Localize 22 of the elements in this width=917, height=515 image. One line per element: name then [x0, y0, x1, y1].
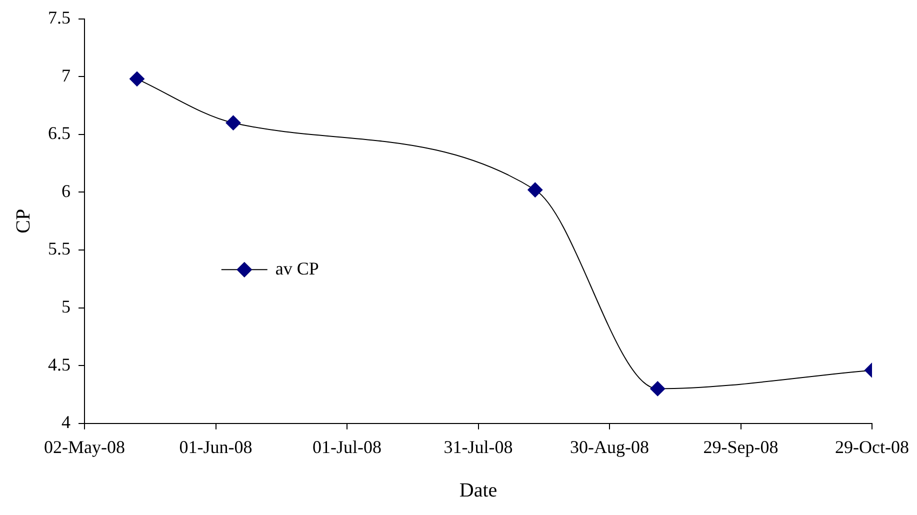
point [528, 182, 543, 198]
y-axis-title: CP [12, 208, 34, 234]
y-tick-label: 7.5 [48, 8, 70, 28]
y-tick-label: 6 [62, 180, 70, 201]
y-tick-label: 5 [62, 296, 70, 317]
y-tick-label: 6.5 [48, 123, 70, 144]
y-tick-label: 5.5 [48, 238, 70, 259]
point [130, 71, 144, 86]
y-tick-label: 4 [62, 412, 70, 432]
x-tick-label: 01-Jun-08 [179, 436, 252, 457]
x-tick-label: 29-Sep-08 [703, 436, 778, 457]
x-tick-label: 29-Oct-08 [835, 436, 910, 457]
y-tick-label: 4.5 [48, 354, 70, 374]
x-axis-title: Date [459, 479, 498, 502]
x-tick-label: 01-Jul-08 [312, 436, 382, 457]
x-tick-label: 31-Jul-08 [444, 436, 513, 457]
legend-label: av CP [275, 258, 319, 278]
y-tick-label: 7 [62, 65, 70, 86]
x-tick-label: 02-May-08 [44, 436, 125, 457]
point [226, 115, 241, 130]
x-tick-label: 30-Aug-08 [570, 436, 650, 457]
point [650, 381, 666, 396]
